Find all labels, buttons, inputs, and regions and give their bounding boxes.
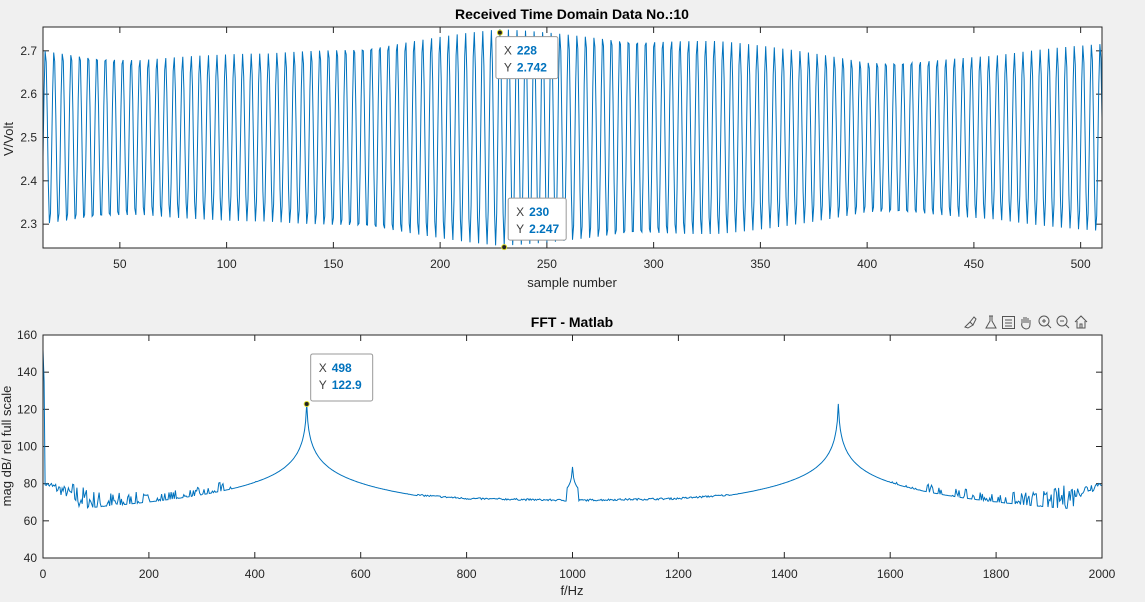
- x-tick-label: 800: [457, 567, 477, 581]
- x-tick-label: 1400: [771, 567, 798, 581]
- time-signal-line: [42, 29, 1103, 246]
- datatip-y-label: Y: [516, 222, 524, 236]
- x-tick-label: 500: [1071, 257, 1091, 271]
- datatip-y-label: Y: [504, 61, 512, 75]
- datatip-y-text: 2.742: [517, 61, 547, 75]
- datatip-box: [507, 197, 567, 241]
- x-tick-label: 100: [217, 257, 237, 271]
- datatip-y-text: 2.247: [529, 222, 559, 236]
- time-plot-frame: [42, 26, 1103, 249]
- datatip-x-text: 228: [517, 44, 537, 58]
- x-tick-label: 150: [323, 257, 343, 271]
- x-tick-label: 300: [644, 257, 664, 271]
- y-tick-label: 2.7: [20, 44, 37, 58]
- pan-hand-icon[interactable]: [1018, 314, 1034, 330]
- x-tick-label: 200: [430, 257, 450, 271]
- datatip-marker: [501, 244, 508, 251]
- fft-plot-background: [43, 335, 1102, 558]
- fft-plot-title: FFT - Matlab: [531, 314, 613, 330]
- datatip-x-text: 498: [332, 361, 352, 375]
- data-tip-icon[interactable]: [984, 314, 998, 330]
- fft-plot-xlabel: f/Hz: [560, 583, 583, 598]
- x-tick-label: 1800: [983, 567, 1010, 581]
- fft-axes[interactable]: FFT - Matlab f/Hz mag dB/ rel full scale…: [0, 314, 1116, 598]
- y-tick-label: 140: [17, 365, 37, 379]
- datatip-marker: [496, 29, 503, 36]
- fft-plot-xticks: 0 200 400 600 800 1000 1200 1400 1600 1800 2000: [40, 335, 1116, 581]
- datatip-x-label: X: [516, 205, 524, 219]
- time-domain-axes[interactable]: Received Time Domain Data No.:10 sample …: [1, 6, 1103, 290]
- datatip-box: [495, 36, 559, 80]
- axes-toolbar: [962, 314, 1088, 330]
- datatip-y-label: Y: [319, 378, 327, 392]
- x-tick-label: 250: [537, 257, 557, 271]
- x-tick-label: 400: [857, 257, 877, 271]
- x-tick-label: 200: [139, 567, 159, 581]
- fft-plot-yticks: 40 60 80 100 120 140 160: [17, 328, 1102, 565]
- y-tick-label: 80: [24, 477, 38, 491]
- x-tick-label: 450: [964, 257, 984, 271]
- x-tick-label: 50: [113, 257, 127, 271]
- time-plot-xlabel: sample number: [527, 275, 617, 290]
- legend-icon[interactable]: [1002, 316, 1015, 329]
- fft-plot-frame: [42, 334, 1103, 559]
- time-plot-yticks: 2.3 2.4 2.5 2.6 2.7: [20, 44, 1102, 231]
- datatip[interactable]: X 230 Y 2.247: [501, 197, 567, 251]
- y-tick-label: 2.4: [20, 174, 37, 188]
- datatip-y-text: 122.9: [332, 378, 362, 392]
- y-tick-label: 2.3: [20, 217, 37, 231]
- time-plot-ylabel: V/Volt: [1, 122, 16, 156]
- x-tick-label: 2000: [1089, 567, 1116, 581]
- home-icon[interactable]: [1074, 315, 1088, 329]
- brush-icon[interactable]: [962, 314, 978, 330]
- datatip-x-label: X: [319, 361, 327, 375]
- y-tick-label: 2.5: [20, 131, 37, 145]
- datatip-x-label: X: [504, 44, 512, 58]
- datatip-box: [310, 353, 374, 402]
- x-tick-label: 1600: [877, 567, 904, 581]
- datatip-marker: [303, 400, 310, 407]
- y-tick-label: 60: [24, 514, 38, 528]
- x-tick-label: 1000: [559, 567, 586, 581]
- x-tick-label: 0: [40, 567, 47, 581]
- time-plot-xticks: 50 100 150 200 250 300 350 400 450 500: [113, 27, 1091, 271]
- zoom-out-icon[interactable]: [1056, 315, 1070, 329]
- fft-spectrum-line: [42, 349, 1103, 510]
- zoom-in-icon[interactable]: [1038, 315, 1052, 329]
- y-tick-label: 100: [17, 440, 37, 454]
- x-tick-label: 400: [245, 567, 265, 581]
- x-tick-label: 350: [750, 257, 770, 271]
- y-tick-label: 40: [24, 551, 38, 565]
- fft-plot-ylabel: mag dB/ rel full scale: [0, 386, 14, 507]
- y-tick-label: 2.6: [20, 87, 37, 101]
- x-tick-label: 600: [351, 567, 371, 581]
- y-tick-label: 120: [17, 402, 37, 416]
- y-tick-label: 160: [17, 328, 37, 342]
- datatip-x-text: 230: [529, 205, 549, 219]
- x-tick-label: 1200: [665, 567, 692, 581]
- datatip[interactable]: X 228 Y 2.742: [495, 29, 559, 80]
- time-plot-title: Received Time Domain Data No.:10: [455, 6, 689, 22]
- datatip[interactable]: X 498 Y 122.9: [303, 353, 374, 407]
